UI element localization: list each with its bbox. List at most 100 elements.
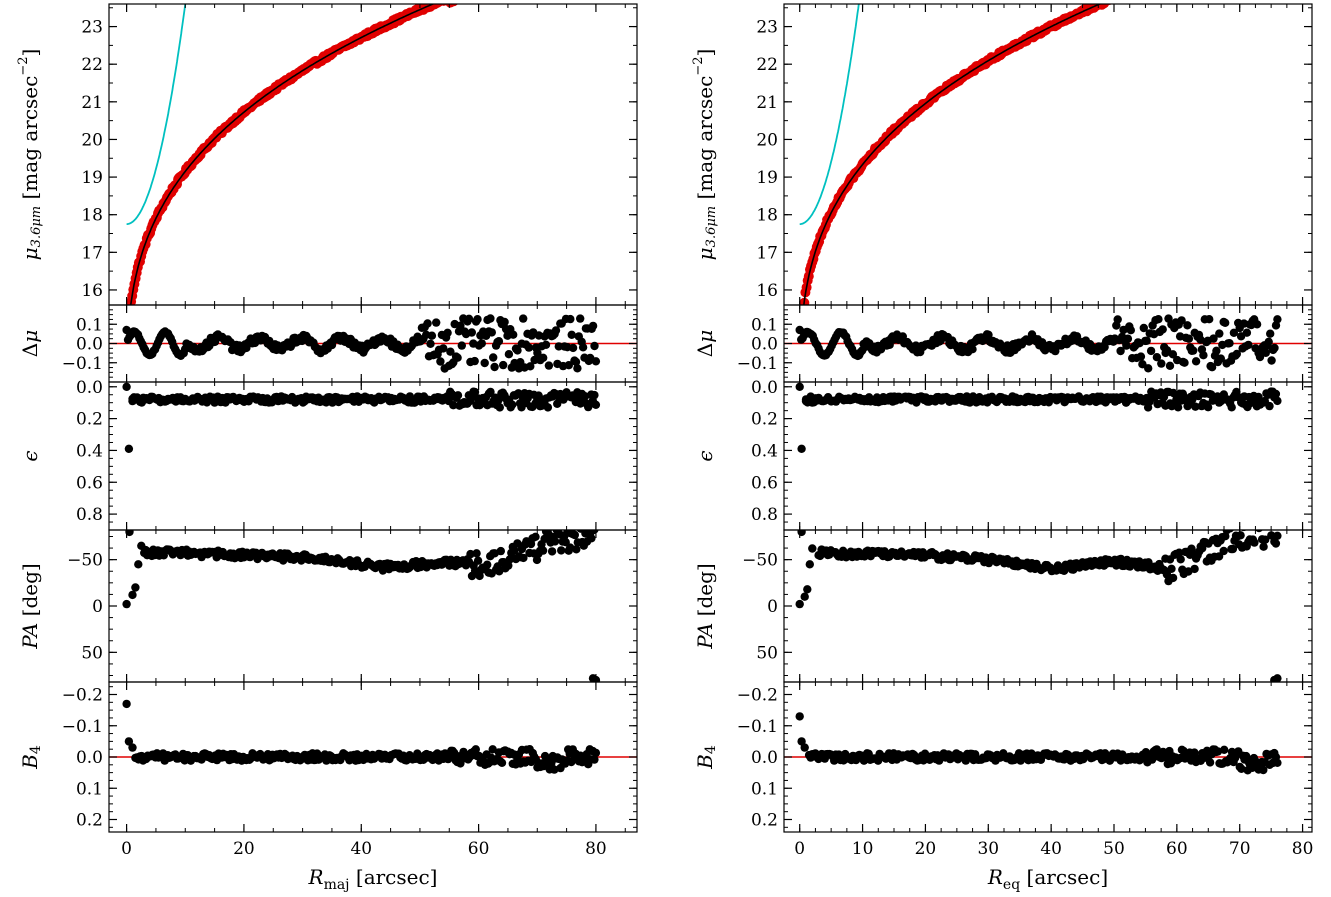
pa-point [797,530,806,537]
b4-point [1205,758,1215,767]
ellipticity-point [1191,402,1200,411]
b4-point [591,748,601,758]
pa-point [550,537,560,546]
dmu-residual-point [1136,352,1146,361]
dmu-residual-point [551,326,561,335]
y-tick-label: 0.0 [751,335,778,355]
b4-ylabel: B4 [693,745,720,770]
dmu-residual-point [486,314,495,323]
ellipticity-point [1271,389,1281,399]
dmu-residual-point [1229,328,1239,337]
x-tick-label: 70 [1229,839,1251,859]
ylabel-unit: [deg] [18,563,42,622]
dmu-residual-point [477,339,486,348]
dmu-residual-point [1168,350,1178,359]
pa-point [1226,530,1234,533]
dmu-residual-point [500,317,509,327]
ylabel-delta: Δ [18,343,42,357]
ellipticity-point [508,400,517,409]
mu-ylabel: μ3.6μm [mag arcsec−2] [691,49,719,261]
ylabel-unit: [mag arcsec [18,76,42,206]
b4-point [488,745,497,754]
dmu-residual-point [1144,364,1153,373]
pa-point [1256,521,1264,529]
ell-ylabel: ϵ [18,450,42,461]
ylabel-symbol: μ [18,330,42,343]
ylabel-symbol: PA [693,623,717,650]
b4-point [497,758,507,767]
mu-data-point [1107,0,1117,3]
xlabel-subscript: eq [1003,877,1020,893]
dmu-residual-point [968,345,977,354]
pa-point [547,547,557,556]
pa-point [466,549,475,559]
pa-point [519,553,528,563]
dmu-residual-point [1207,363,1217,372]
b4-point [1190,748,1199,757]
x-tick-label: 80 [1292,839,1314,859]
ylabel-subscript: 3.6μm [29,206,44,247]
pa-point [1259,542,1268,551]
ylabel-symbol: μ [693,330,717,343]
b4-point [122,699,131,709]
x-tick-label: 50 [1103,839,1125,859]
pa-point [128,590,137,600]
y-tick-label: 20 [756,130,778,150]
b4-point [1259,765,1268,775]
pa-point [1266,520,1274,528]
ylabel-superscript: −2 [691,56,706,75]
pa-point [1273,674,1282,682]
dmu-ylabel: Δμ [693,330,717,357]
y-tick-label: 0.0 [76,378,103,398]
b4-point [795,712,804,721]
b4-point [1237,764,1246,773]
mu-data-point [444,0,454,4]
ellipticity-point [494,396,503,405]
dmu-residual-point [1184,334,1194,343]
ellipticity-point [486,387,495,397]
pa-plot-area [122,520,601,682]
dmu-residual-point [1191,357,1201,366]
x-tick-label: 40 [1040,839,1062,859]
dmu-residual-point [1183,321,1192,330]
pa-point [1162,570,1172,579]
mu-panel: 16 17 18 19 20 21 22 23 μ3.6μm [mag arcsec−2] [691,0,1313,306]
dmu-residual-point [1122,341,1131,350]
dmu-residual-point [1113,315,1122,324]
pa-point [575,520,583,528]
y-tick-label: 17 [756,243,778,263]
pa-point [1255,530,1263,533]
dmu-residual-point [1205,315,1214,324]
mu-ylabel: μ3.6μm [mag arcsec−2] [16,49,44,261]
ell-ylabel: ϵ [693,450,717,461]
pa-point [800,592,809,601]
y-tick-label: 23 [756,18,778,38]
dmu-residual-point [1267,356,1276,365]
ylabel-symbol: μ [18,247,42,260]
ylabel-symbol: ϵ [693,450,717,461]
ellipticity-point [495,403,504,412]
ylabel-subscript: 4 [703,745,719,754]
dmu-plot-area [784,314,1312,373]
pa-point [1236,531,1245,540]
dmu-residual-point [1261,348,1271,357]
dmu-panel: −0.10.00.1 Δμ [693,304,1313,383]
ylabel-bracket: ] [18,49,42,57]
b4-point [128,743,137,752]
dmu-residual-point [541,340,551,349]
dmu-residual-point [1165,361,1175,370]
y-tick-label: −50 [67,551,103,571]
pa-point [557,546,566,555]
dmu-residual-point [1221,318,1230,327]
ell-plot-area [122,382,601,453]
dmu-residual-point [1266,329,1275,338]
b4-panel: −0.2 −0.1 0.0 0.1 0.2 B4 [693,681,1313,833]
y-tick-label: 22 [756,55,778,75]
dmu-residual-point [490,362,499,372]
dmu-residual-point [1154,315,1163,324]
dmu-residual-point [467,328,476,337]
ylabel-symbol: ϵ [18,450,42,461]
dmu-residual-point [1123,334,1133,343]
x-tick-label: 0 [794,839,805,859]
